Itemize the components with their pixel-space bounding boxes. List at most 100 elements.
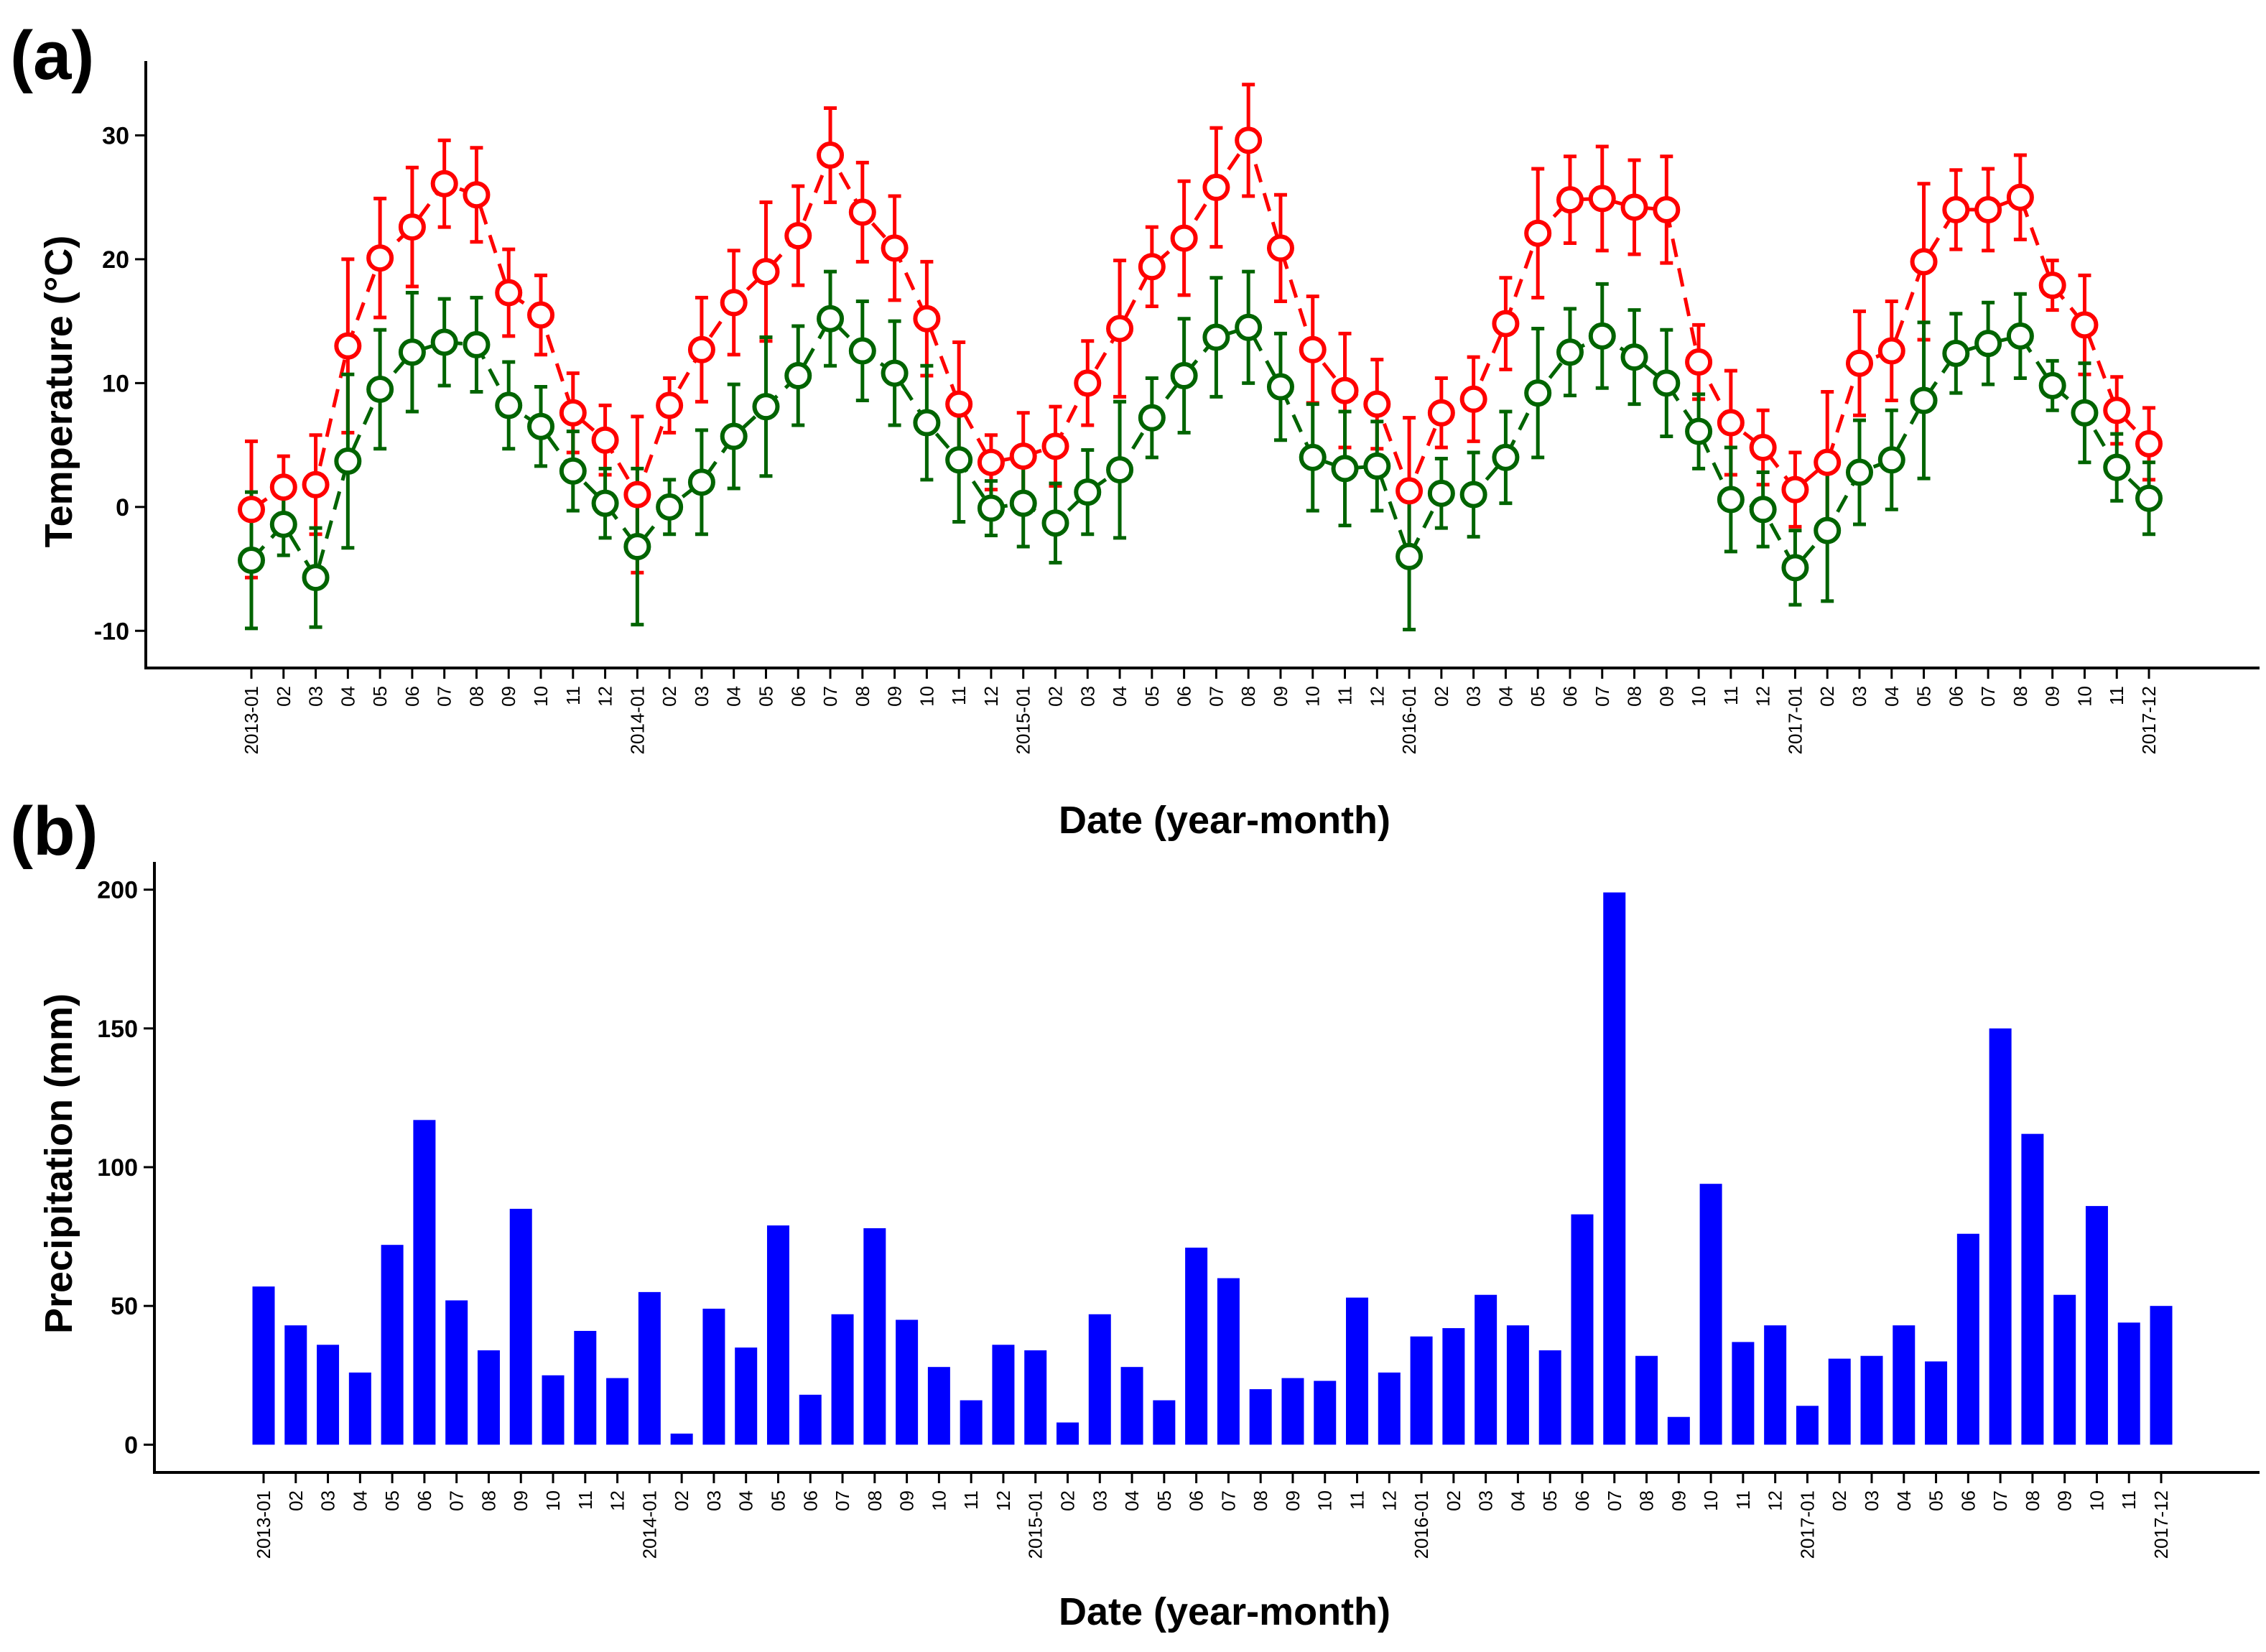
- min-temperature-point: [1106, 456, 1134, 484]
- max-temperature-point: [1814, 448, 1842, 476]
- temperature-x-tick-label: 05: [1913, 686, 1935, 707]
- max-temperature-point: [1492, 310, 1520, 338]
- temperature-x-tick-label: 09: [2042, 686, 2063, 707]
- max-temperature-point: [945, 390, 973, 418]
- temperature-x-tick-label: 11: [1720, 686, 1742, 705]
- min-temperature-point: [1331, 455, 1359, 483]
- max-temperature-point: [495, 279, 523, 307]
- precipitation-bar: [606, 1378, 629, 1445]
- max-temperature-point: [1524, 219, 1552, 247]
- min-temperature-point: [1363, 452, 1391, 480]
- max-temperature-point: [848, 198, 876, 226]
- max-temperature-point: [269, 473, 297, 501]
- min-temperature-point: [2006, 322, 2034, 350]
- max-temperature-point: [527, 301, 555, 329]
- max-temperature-point: [1396, 477, 1424, 505]
- max-temperature-point: [2135, 430, 2163, 458]
- precipitation-x-tick-label: 04: [349, 1490, 371, 1511]
- temperature-x-tick-label: 12: [595, 686, 616, 707]
- temperature-y-tick-label: 10: [102, 370, 129, 397]
- min-temperature-point: [2103, 453, 2131, 481]
- max-temperature-point: [559, 399, 587, 427]
- precipitation-x-tick-label: 02: [1057, 1490, 1079, 1511]
- precipitation-bar: [766, 1225, 789, 1445]
- max-temperature-point: [463, 181, 491, 209]
- precipitation-x-tick-label: 03: [1089, 1490, 1110, 1511]
- temperature-x-tick-label: 04: [1495, 686, 1516, 707]
- precipitation-x-tick-label: 10: [1314, 1490, 1336, 1511]
- min-temperature-point: [687, 468, 715, 496]
- temperature-x-tick-label: 02: [659, 686, 680, 707]
- precipitation-bar: [638, 1291, 661, 1445]
- min-temperature-point: [1556, 338, 1584, 366]
- temperature-x-tick-label: 08: [2010, 686, 2031, 707]
- precipitation-bar: [1475, 1294, 1497, 1445]
- precipitation-x-tick-label: 09: [2054, 1490, 2076, 1511]
- temperature-x-tick-label: 03: [1077, 686, 1098, 707]
- temperature-x-tick-label: 08: [465, 686, 487, 707]
- precipitation-x-tick-label: 06: [799, 1490, 821, 1511]
- max-temperature-point: [1074, 369, 1102, 397]
- precipitation-bar: [1893, 1325, 1916, 1445]
- temperature-x-tick-label: 04: [1881, 686, 1903, 707]
- min-temperature-point: [913, 409, 941, 437]
- precipitation-x-tick-label: 12: [1765, 1490, 1786, 1511]
- precipitation-x-tick-label: 04: [1893, 1490, 1915, 1511]
- min-temperature-point: [817, 305, 845, 333]
- min-temperature-point: [1974, 330, 2002, 358]
- precipitation-bar: [413, 1120, 436, 1445]
- min-temperature-point: [1459, 481, 1487, 509]
- precipitation-x-tick-label: 05: [1926, 1490, 1947, 1511]
- max-temperature-point: [238, 496, 265, 524]
- precipitation-bar: [1571, 1214, 1594, 1445]
- precipitation-bar: [1185, 1248, 1208, 1445]
- min-temperature-point: [1781, 554, 1809, 582]
- max-temperature-point: [1653, 195, 1681, 223]
- min-temperature-point: [2071, 399, 2099, 427]
- precipitation-x-tick-label: 09: [1282, 1490, 1304, 1511]
- temperature-x-tick-label: 06: [787, 686, 809, 707]
- precipitation-x-tick-label: 08: [2022, 1490, 2043, 1511]
- precipitation-x-tick-label: 2017-12: [2150, 1490, 2172, 1559]
- precipitation-bar: [1088, 1314, 1111, 1445]
- temperature-x-tick-label: 2013-01: [241, 686, 262, 754]
- precipitation-panel: (b) Precipitation (mm) Date (year-month)…: [10, 793, 2260, 1633]
- min-temperature-point: [398, 338, 426, 366]
- temperature-x-tick-label: 05: [1141, 686, 1163, 707]
- precipitation-bar: [799, 1394, 822, 1445]
- max-temperature-point: [1974, 195, 2002, 223]
- precipitation-bar: [542, 1375, 565, 1445]
- max-temperature-point: [1009, 442, 1037, 470]
- max-temperature-point: [1427, 399, 1455, 427]
- max-temperature-point: [1588, 185, 1616, 213]
- max-temperature-point: [302, 470, 330, 498]
- temperature-x-tick-label: 04: [723, 686, 745, 707]
- max-temperature-point: [1685, 348, 1713, 376]
- precipitation-y-tick-label: 200: [97, 877, 138, 904]
- precipitation-bar: [381, 1245, 404, 1445]
- precipitation-bar: [317, 1345, 340, 1445]
- precipitation-bar: [1796, 1406, 1819, 1445]
- precipitation-x-tick-label: 08: [1636, 1490, 1658, 1511]
- temperature-x-tick-label: 02: [1431, 686, 1452, 707]
- min-temperature-point: [1138, 404, 1166, 432]
- min-temperature-point: [2038, 371, 2066, 399]
- precipitation-x-tick-label: 11: [1347, 1490, 1368, 1510]
- precipitation-x-tick-label: 02: [285, 1490, 307, 1511]
- temperature-panel: (a) Temperature (°C) Date (year-month) -…: [10, 17, 2260, 842]
- max-temperature-point: [2006, 183, 2034, 211]
- precipitation-bar: [1281, 1378, 1304, 1445]
- min-temperature-point: [1170, 362, 1198, 390]
- max-temperature-point: [334, 332, 362, 360]
- precipitation-x-tick-label: 10: [1700, 1490, 1722, 1511]
- temperature-x-tick-label: 10: [530, 686, 552, 707]
- min-temperature-point: [1942, 339, 1970, 367]
- temperature-x-tick-label: 03: [691, 686, 712, 707]
- precipitation-x-tick-label: 02: [1443, 1490, 1464, 1511]
- precipitation-bar: [702, 1309, 725, 1445]
- precipitation-bar: [2150, 1306, 2173, 1445]
- precipitation-bar: [1667, 1416, 1690, 1445]
- min-temperature-point: [1041, 509, 1069, 537]
- precipitation-x-axis-title: Date (year-month): [1059, 1590, 1390, 1633]
- min-temperature-point: [1427, 479, 1455, 507]
